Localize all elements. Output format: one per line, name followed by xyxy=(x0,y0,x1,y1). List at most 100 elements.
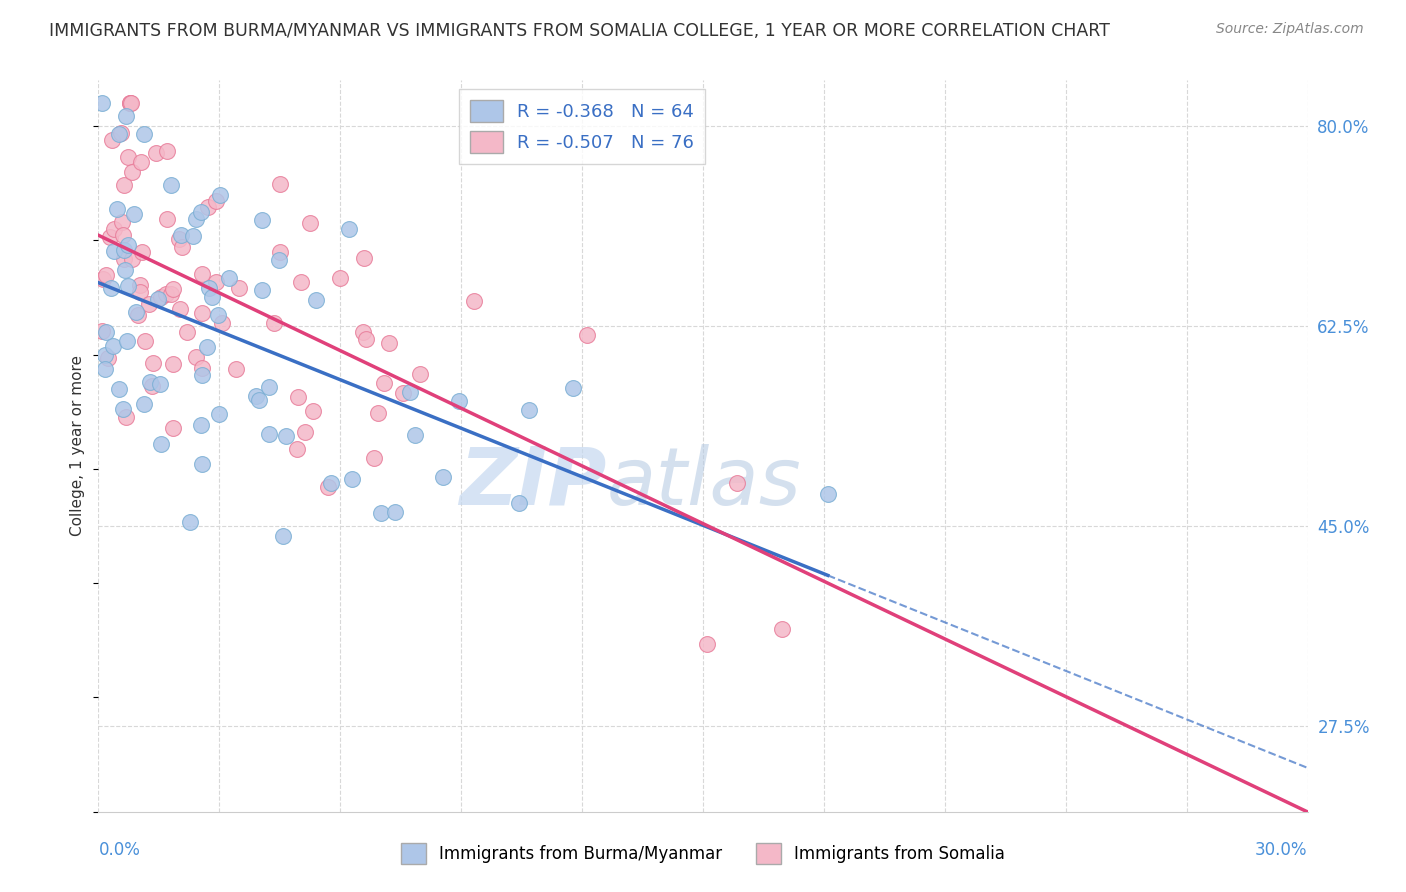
Point xyxy=(299,215,322,229)
Point xyxy=(817,487,839,501)
Point xyxy=(100,281,122,295)
Point xyxy=(94,268,117,283)
Point xyxy=(162,421,184,435)
Point xyxy=(228,281,250,295)
Legend: Immigrants from Burma/Myanmar, Immigrants from Somalia: Immigrants from Burma/Myanmar, Immigrant… xyxy=(394,837,1012,871)
Point xyxy=(97,351,120,365)
Point xyxy=(190,204,212,219)
Point xyxy=(208,407,231,421)
Point xyxy=(125,305,148,319)
Point xyxy=(117,237,139,252)
Point xyxy=(352,325,374,339)
Point xyxy=(301,403,323,417)
Point xyxy=(378,336,401,351)
Point xyxy=(93,272,115,286)
Text: IMMIGRANTS FROM BURMA/MYANMAR VS IMMIGRANTS FROM SOMALIA COLLEGE, 1 YEAR OR MORE: IMMIGRANTS FROM BURMA/MYANMAR VS IMMIGRA… xyxy=(49,22,1111,40)
Legend: R = -0.368   N = 64, R = -0.507   N = 76: R = -0.368 N = 64, R = -0.507 N = 76 xyxy=(460,89,704,164)
Point xyxy=(112,243,135,257)
Point xyxy=(122,207,145,221)
Point xyxy=(274,428,297,442)
Point xyxy=(149,376,172,391)
Point xyxy=(145,146,167,161)
Y-axis label: College, 1 year or more: College, 1 year or more xyxy=(70,356,86,536)
Point xyxy=(120,96,142,111)
Point xyxy=(162,282,184,296)
Point xyxy=(271,529,294,543)
Point xyxy=(155,144,177,158)
Point xyxy=(120,96,142,111)
Point xyxy=(121,165,143,179)
Point xyxy=(384,505,406,519)
Point xyxy=(404,427,426,442)
Point xyxy=(770,622,793,636)
Point xyxy=(191,368,214,383)
Point xyxy=(257,380,280,394)
Point xyxy=(197,340,219,354)
Point xyxy=(391,385,413,400)
Point xyxy=(101,339,124,353)
Point xyxy=(167,232,190,246)
Point xyxy=(110,126,132,140)
Point xyxy=(207,308,229,322)
Point xyxy=(103,244,125,259)
Point xyxy=(432,469,454,483)
Point xyxy=(169,302,191,317)
Point xyxy=(170,228,193,243)
Point xyxy=(250,213,273,227)
Point xyxy=(218,270,240,285)
Text: atlas: atlas xyxy=(606,443,801,522)
Point xyxy=(353,251,375,265)
Point xyxy=(190,267,212,281)
Point xyxy=(98,230,121,244)
Point xyxy=(508,496,530,510)
Point xyxy=(354,332,377,346)
Point xyxy=(131,155,153,169)
Point xyxy=(184,350,207,364)
Point xyxy=(134,334,156,348)
Text: Source: ZipAtlas.com: Source: ZipAtlas.com xyxy=(1216,22,1364,37)
Point xyxy=(519,403,541,417)
Point xyxy=(211,316,233,330)
Point xyxy=(449,394,471,409)
Point xyxy=(94,361,117,376)
Point xyxy=(191,360,214,375)
Point xyxy=(399,384,422,399)
Point xyxy=(409,367,432,381)
Point xyxy=(94,325,117,339)
Point xyxy=(112,252,135,266)
Point xyxy=(269,177,291,191)
Point xyxy=(249,393,271,408)
Point xyxy=(129,285,152,299)
Point xyxy=(112,227,135,242)
Point xyxy=(179,515,201,529)
Point xyxy=(142,356,165,370)
Point xyxy=(305,293,328,307)
Point xyxy=(363,450,385,465)
Point xyxy=(160,286,183,301)
Point xyxy=(149,436,172,450)
Point xyxy=(93,348,115,362)
Text: 0.0%: 0.0% xyxy=(98,841,141,859)
Point xyxy=(108,127,131,141)
Point xyxy=(141,379,163,393)
Point xyxy=(114,263,136,277)
Point xyxy=(269,244,291,259)
Point xyxy=(190,418,212,433)
Point xyxy=(131,245,153,260)
Point xyxy=(294,425,316,440)
Point xyxy=(115,410,138,425)
Point xyxy=(250,283,273,297)
Point xyxy=(321,475,343,490)
Point xyxy=(160,178,183,192)
Point xyxy=(138,297,160,311)
Point xyxy=(155,287,177,301)
Point xyxy=(117,150,139,164)
Point xyxy=(129,278,152,293)
Point xyxy=(176,325,198,339)
Point xyxy=(197,281,219,295)
Point xyxy=(340,472,363,486)
Point xyxy=(725,476,748,491)
Point xyxy=(105,202,128,217)
Point xyxy=(285,442,308,457)
Point xyxy=(257,426,280,441)
